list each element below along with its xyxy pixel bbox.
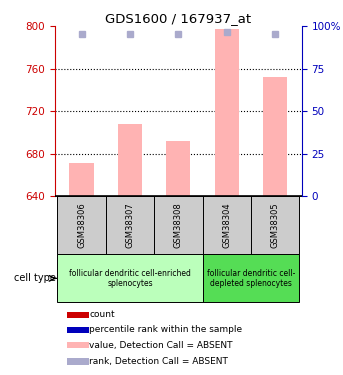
Bar: [154, 196, 203, 255]
Bar: [215, 29, 239, 196]
Bar: [57, 196, 106, 255]
Bar: [263, 77, 287, 196]
Bar: [203, 255, 299, 302]
Text: percentile rank within the sample: percentile rank within the sample: [90, 326, 243, 334]
Bar: [67, 327, 90, 333]
Text: follicular dendritic cell-
depleted splenocytes: follicular dendritic cell- depleted sple…: [207, 268, 295, 288]
Bar: [69, 163, 94, 196]
Bar: [118, 124, 142, 196]
Text: GSM38306: GSM38306: [77, 202, 86, 248]
Text: GSM38307: GSM38307: [126, 202, 134, 248]
Bar: [166, 141, 190, 196]
Text: cell type: cell type: [14, 273, 56, 284]
Title: GDS1600 / 167937_at: GDS1600 / 167937_at: [105, 12, 251, 25]
Bar: [67, 342, 90, 348]
Text: count: count: [90, 310, 115, 319]
Bar: [251, 196, 299, 255]
Bar: [106, 196, 154, 255]
Text: GSM38304: GSM38304: [222, 202, 231, 248]
Bar: [67, 358, 90, 365]
Text: follicular dendritic cell-enriched
splenocytes: follicular dendritic cell-enriched splen…: [69, 268, 191, 288]
Text: rank, Detection Call = ABSENT: rank, Detection Call = ABSENT: [90, 357, 228, 366]
Text: value, Detection Call = ABSENT: value, Detection Call = ABSENT: [90, 340, 233, 350]
Bar: [203, 196, 251, 255]
Text: GSM38308: GSM38308: [174, 202, 183, 248]
Bar: [57, 255, 203, 302]
Bar: [67, 312, 90, 318]
Text: GSM38305: GSM38305: [271, 202, 280, 248]
